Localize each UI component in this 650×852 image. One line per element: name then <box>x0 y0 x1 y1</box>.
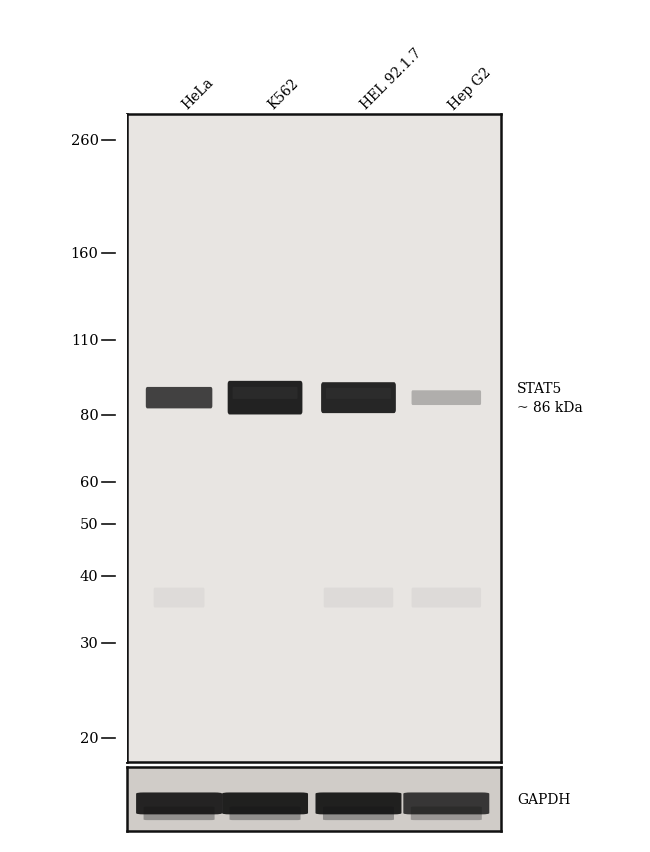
Text: 30: 30 <box>80 636 99 651</box>
FancyBboxPatch shape <box>403 792 489 815</box>
FancyBboxPatch shape <box>323 807 394 820</box>
Text: Hep G2: Hep G2 <box>447 65 494 112</box>
Text: 160: 160 <box>71 246 99 261</box>
FancyBboxPatch shape <box>222 792 308 815</box>
FancyBboxPatch shape <box>146 388 213 409</box>
FancyBboxPatch shape <box>153 588 205 607</box>
FancyBboxPatch shape <box>411 588 481 607</box>
FancyBboxPatch shape <box>324 588 393 607</box>
Text: 60: 60 <box>80 475 99 489</box>
FancyBboxPatch shape <box>227 382 302 415</box>
Text: 20: 20 <box>80 731 99 745</box>
FancyBboxPatch shape <box>229 807 300 820</box>
FancyBboxPatch shape <box>321 383 396 413</box>
FancyBboxPatch shape <box>144 807 214 820</box>
Text: 50: 50 <box>80 517 99 532</box>
Text: 40: 40 <box>80 569 99 584</box>
Text: STAT5
~ 86 kDa: STAT5 ~ 86 kDa <box>517 382 582 414</box>
FancyBboxPatch shape <box>411 807 482 820</box>
FancyBboxPatch shape <box>411 391 481 406</box>
FancyBboxPatch shape <box>315 792 402 815</box>
FancyBboxPatch shape <box>136 792 222 815</box>
Text: 260: 260 <box>71 134 99 147</box>
Text: GAPDH: GAPDH <box>517 792 570 806</box>
FancyBboxPatch shape <box>233 388 298 400</box>
Text: HEL 92.1.7: HEL 92.1.7 <box>359 46 424 112</box>
FancyBboxPatch shape <box>326 389 391 400</box>
Text: 110: 110 <box>71 334 99 348</box>
Text: 80: 80 <box>80 408 99 422</box>
Text: HeLa: HeLa <box>179 76 216 112</box>
Text: K562: K562 <box>265 77 301 112</box>
